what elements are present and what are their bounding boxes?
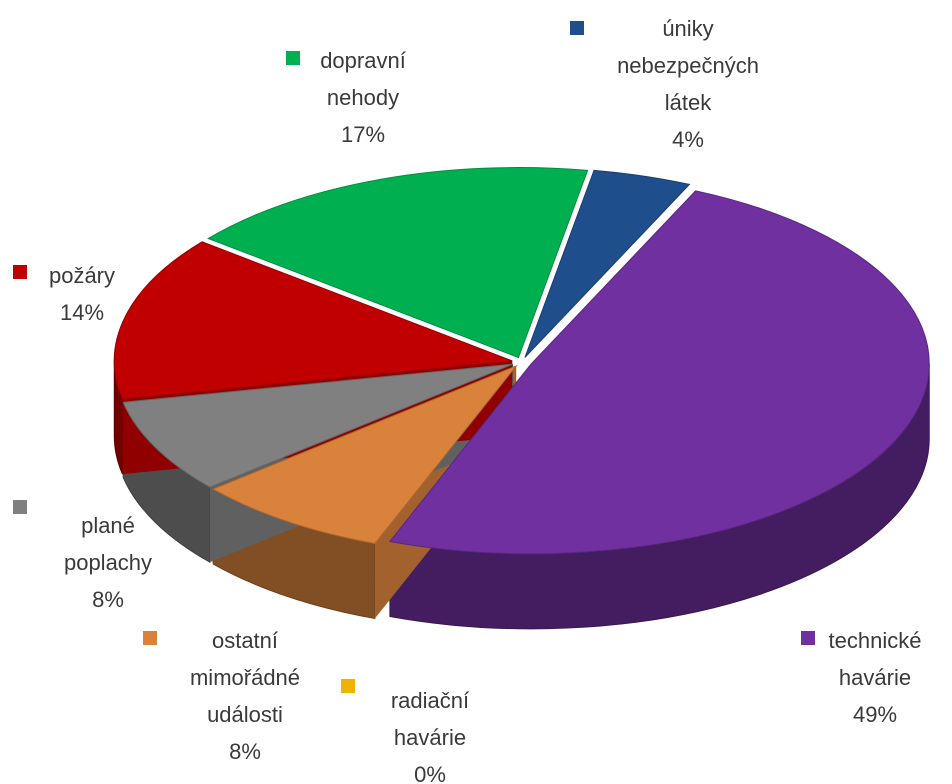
category-label: technické havárie	[828, 628, 922, 690]
legend-swatch	[341, 679, 355, 693]
value-label: 14%	[59, 300, 105, 325]
category-label: úniky nebezpečných látek	[617, 16, 759, 115]
category-label: ostatní mimořádné události	[189, 628, 301, 727]
data-label: požáry 14%	[49, 257, 115, 331]
legend-swatch	[143, 631, 157, 645]
legend-swatch	[801, 631, 815, 645]
slice	[207, 167, 589, 359]
data-label: dopravní nehody 17%	[320, 42, 406, 153]
slice	[388, 190, 930, 555]
legend-swatch	[13, 500, 27, 514]
slice	[524, 169, 691, 358]
value-label: 4%	[672, 127, 704, 152]
value-label: 8%	[92, 587, 124, 612]
value-label: 8%	[229, 739, 261, 764]
slice	[122, 363, 514, 488]
data-label: úniky nebezpečných látek 4%	[617, 10, 759, 158]
data-label: technické havárie 49%	[829, 622, 922, 733]
category-label: plané poplachy	[63, 513, 153, 575]
value-label: 49%	[852, 702, 898, 727]
category-label: požáry	[48, 263, 116, 288]
legend-swatch	[13, 265, 27, 279]
legend-swatch	[286, 51, 300, 65]
slice	[113, 241, 513, 400]
value-label: 0%	[414, 762, 446, 784]
data-label: plané poplachy 8%	[64, 507, 152, 618]
slice	[211, 364, 518, 545]
category-label: dopravní nehody	[320, 48, 406, 110]
data-label: ostatní mimořádné události 8%	[190, 622, 300, 770]
data-label: radiační havárie 0%	[391, 682, 469, 784]
slice-tops	[113, 167, 930, 555]
legend-swatch	[570, 21, 584, 35]
category-label: radiační havárie	[390, 688, 470, 750]
value-label: 17%	[340, 122, 386, 147]
